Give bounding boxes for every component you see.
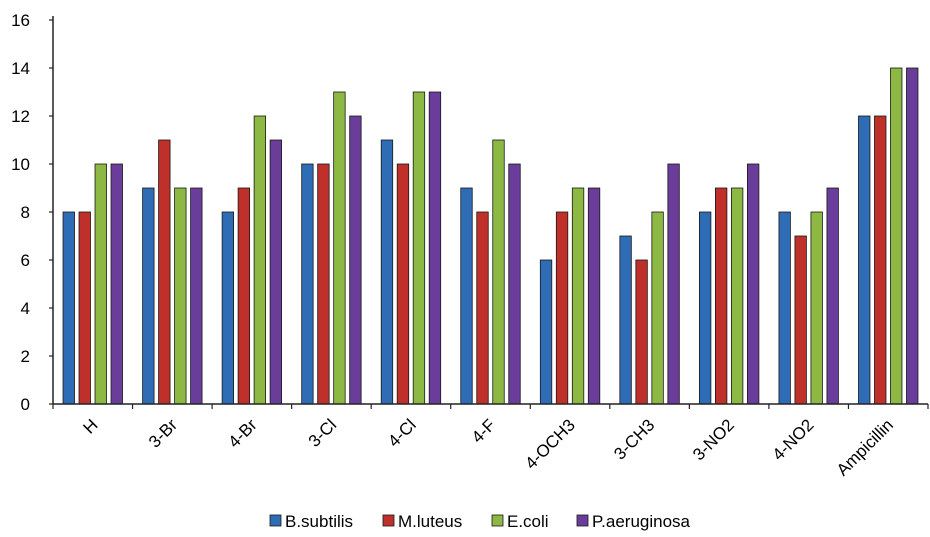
y-tick-label: 12 <box>11 107 30 126</box>
bar-b-subtilis-3-ch3 <box>619 235 632 405</box>
bar-m-luteus-4-f <box>476 211 489 405</box>
bar-m-luteus-4-no2 <box>794 235 807 405</box>
x-tick-label: Ampicillin <box>833 415 897 479</box>
bar-p-aeruginosa-h <box>110 163 123 405</box>
bar-b-subtilis-4-no2 <box>778 211 791 405</box>
x-tick-label: 4-Br <box>225 415 261 451</box>
y-tick-label: 8 <box>21 203 30 222</box>
bar-e-coli-4-br <box>253 115 267 405</box>
x-tick-label: 4-NO2 <box>769 415 818 464</box>
legend-label: E.coli <box>507 512 549 531</box>
bar-e-coli-4-f <box>492 139 505 405</box>
legend-label: B.subtilis <box>285 512 353 531</box>
bars <box>62 67 919 405</box>
bar-b-subtilis-4-br <box>221 211 235 405</box>
bar-e-coli-4-och3 <box>571 187 585 405</box>
bar-b-subtilis-4-cl <box>380 139 394 405</box>
legend-swatch-p-aeruginosa <box>576 514 589 527</box>
bar-b-subtilis-ampicillin <box>858 115 871 405</box>
y-tick-label: 2 <box>21 347 30 366</box>
bar-e-coli-3-cl <box>333 91 346 405</box>
bar-m-luteus-3-cl <box>317 163 330 405</box>
bar-p-aeruginosa-3-br <box>190 187 203 405</box>
y-tick-label: 10 <box>11 155 30 174</box>
bar-e-coli-4-cl <box>412 91 426 405</box>
legend-swatch-m-luteus <box>382 514 395 527</box>
legend-swatch-b-subtilis <box>269 514 282 527</box>
bar-e-coli-h <box>94 163 107 405</box>
y-axis-ticks: 0 2 4 6 8 10 12 14 16 <box>11 11 30 414</box>
x-tick-label: 3-CH3 <box>610 415 658 463</box>
y-tick-label: 0 <box>21 395 30 414</box>
y-tick-label: 16 <box>11 11 30 30</box>
y-tick-label: 6 <box>21 251 30 270</box>
bar-p-aeruginosa-3-no2 <box>746 163 760 405</box>
legend-swatch-e-coli <box>491 514 504 527</box>
bar-e-coli-3-br <box>174 187 187 405</box>
bar-e-coli-3-ch3 <box>651 211 664 405</box>
bar-m-luteus-4-br <box>237 187 251 405</box>
legend: B.subtilis M.luteus E.coli P.aeruginosa <box>269 512 691 531</box>
bar-e-coli-3-no2 <box>730 187 744 405</box>
bar-p-aeruginosa-4-cl <box>428 91 442 405</box>
bar-b-subtilis-4-f <box>460 187 473 405</box>
bar-m-luteus-3-ch3 <box>635 259 648 405</box>
legend-label: P.aeruginosa <box>592 512 691 531</box>
bar-b-subtilis-4-och3 <box>539 259 553 405</box>
bar-p-aeruginosa-4-f <box>508 163 521 405</box>
bar-m-luteus-4-och3 <box>555 211 569 405</box>
x-tick-label: 3-Br <box>145 415 181 451</box>
bar-b-subtilis-3-no2 <box>698 211 712 405</box>
bar-p-aeruginosa-4-br <box>269 139 283 405</box>
bar-m-luteus-3-no2 <box>714 187 728 405</box>
bar-p-aeruginosa-4-och3 <box>587 187 601 405</box>
y-tick-label: 4 <box>21 299 30 318</box>
bar-p-aeruginosa-4-no2 <box>826 187 839 405</box>
x-axis-ticks: H 3-Br 4-Br 3-Cl 4-Cl 4-F 4-OCH3 3-CH3 3-NO2 4-NO… <box>79 415 897 479</box>
bar-b-subtilis-3-cl <box>301 163 314 405</box>
bar-m-luteus-3-br <box>158 139 171 405</box>
axes <box>49 16 929 409</box>
bar-b-subtilis-h <box>62 211 75 405</box>
bar-m-luteus-4-cl <box>396 163 410 405</box>
x-tick-label: 4-F <box>468 415 499 446</box>
x-tick-label: 4-Cl <box>384 415 419 450</box>
x-tick-label: 3-NO2 <box>689 415 738 464</box>
bar-e-coli-ampicillin <box>890 67 903 405</box>
bar-e-coli-4-no2 <box>810 211 823 405</box>
x-tick-label: 4-OCH3 <box>521 415 579 473</box>
bar-m-luteus-h <box>78 211 91 405</box>
y-tick-label: 14 <box>11 59 30 78</box>
bar-m-luteus-ampicillin <box>874 115 887 405</box>
bar-p-aeruginosa-ampicillin <box>906 67 919 405</box>
x-tick-label: 3-Cl <box>305 415 340 450</box>
bar-p-aeruginosa-3-ch3 <box>667 163 680 405</box>
legend-label: M.luteus <box>398 512 462 531</box>
bar-p-aeruginosa-3-cl <box>349 115 362 405</box>
bar-b-subtilis-3-br <box>142 187 155 405</box>
x-tick-label: H <box>79 415 101 437</box>
